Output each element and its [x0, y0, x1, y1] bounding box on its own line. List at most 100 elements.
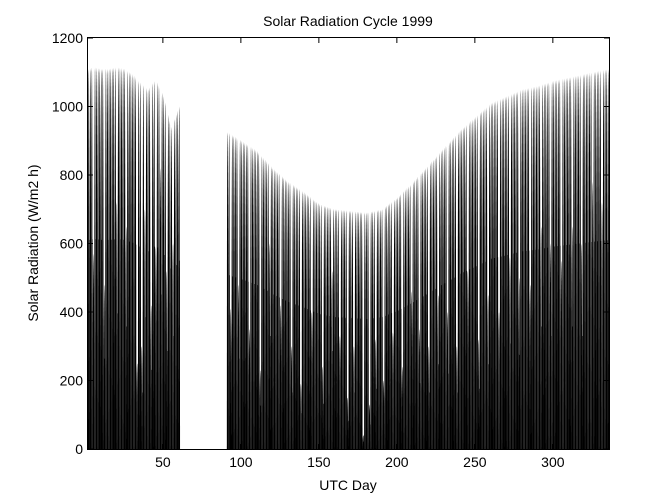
radiation-day-bar — [373, 210, 376, 449]
radiation-day-bar — [351, 211, 354, 449]
radiation-day-bar — [498, 312, 500, 449]
radiation-day-bar — [134, 77, 137, 449]
radiation-day-bar — [532, 86, 535, 449]
radiation-day-bar — [381, 209, 383, 449]
radiation-day-bar — [144, 209, 146, 449]
radiation-day-bar — [434, 157, 436, 449]
radiation-day-bar — [604, 69, 606, 450]
radiation-day-bar — [122, 68, 124, 450]
radiation-day-bar — [147, 89, 149, 449]
radiation-day-bar — [555, 80, 558, 449]
radiation-day-bar — [479, 112, 482, 449]
radiation-day-bar — [554, 80, 556, 449]
radiation-day-bar — [286, 180, 288, 450]
radiation-day-bar — [543, 83, 546, 450]
radiation-day-bar — [463, 126, 466, 450]
radiation-day-bar — [345, 210, 347, 449]
radiation-day-bar — [598, 70, 600, 449]
radiation-day-bar — [406, 188, 408, 449]
radiation-day-bar — [323, 205, 326, 449]
radiation-day-bar — [474, 116, 477, 450]
radiation-day-bar — [563, 78, 566, 449]
radiation-day-bar — [565, 78, 567, 449]
radiation-day-bar — [470, 120, 472, 449]
radiation-day-bar — [245, 143, 248, 449]
radiation-day-bar — [105, 68, 107, 449]
radiation-day-bar — [437, 294, 439, 449]
radiation-day-bar — [457, 132, 460, 449]
radiation-day-bar — [566, 77, 569, 449]
radiation-day-bar — [88, 68, 90, 449]
radiation-day-bar — [431, 161, 433, 450]
radiation-day-bar — [336, 209, 338, 449]
radiation-day-bar — [453, 137, 455, 449]
radiation-day-bar — [552, 80, 555, 449]
radiation-day-bar — [515, 92, 517, 450]
radiation-day-bar — [605, 69, 608, 449]
radiation-day-bar — [587, 73, 589, 449]
radiation-day-bar — [243, 142, 246, 449]
radiation-day-bar — [290, 346, 293, 449]
radiation-day-bar — [501, 98, 503, 449]
radiation-day-bar — [137, 80, 140, 449]
radiation-day-bar — [601, 202, 603, 449]
radiation-day-bar — [579, 74, 581, 450]
radiation-day-bar — [343, 210, 346, 449]
radiation-day-bar — [161, 92, 163, 450]
radiation-day-bar — [577, 75, 580, 450]
radiation-day-bar — [574, 76, 577, 449]
radiation-day-bar — [559, 79, 561, 449]
radiation-day-bar — [573, 76, 575, 450]
radiation-day-bar — [562, 78, 564, 449]
radiation-day-bar — [398, 195, 400, 449]
radiation-day-bar — [340, 209, 343, 449]
radiation-day-bar — [389, 203, 391, 449]
radiation-day-bar — [468, 122, 471, 449]
chart-title: Solar Radiation Cycle 1999 — [263, 13, 433, 29]
radiation-day-bar — [496, 100, 499, 450]
radiation-day-bar — [254, 149, 257, 449]
radiation-day-bar — [516, 91, 519, 450]
radiation-day-bar — [482, 109, 485, 450]
x-tick-label: 300 — [541, 454, 565, 470]
radiation-day-bar — [332, 208, 335, 449]
radiation-day-bar — [353, 346, 355, 449]
radiation-day-bar — [131, 73, 134, 450]
radiation-day-bar — [114, 67, 117, 449]
radiation-day-bar — [165, 270, 168, 449]
radiation-day-bar — [141, 346, 143, 449]
radiation-day-bar — [317, 202, 319, 449]
radiation-day-bar — [588, 72, 591, 449]
radiation-day-bar — [145, 88, 148, 449]
radiation-day-bar — [155, 246, 157, 449]
radiation-day-bar — [328, 207, 330, 449]
radiation-day-bar — [339, 335, 341, 449]
radiation-day-bar — [460, 129, 463, 450]
radiation-day-bar — [265, 161, 268, 450]
radiation-day-bar — [390, 202, 393, 449]
radiation-day-bar — [596, 71, 599, 449]
radiation-day-bar — [346, 397, 349, 449]
radiation-day-bar — [92, 253, 95, 449]
radiation-day-bar — [278, 173, 280, 449]
radiation-day-bar — [521, 89, 524, 449]
radiation-day-bar — [325, 206, 327, 449]
radiation-day-bar — [527, 88, 530, 449]
radiation-day-bar — [298, 189, 301, 450]
x-tick-label: 200 — [385, 454, 409, 470]
radiation-day-bar — [382, 380, 385, 449]
radiation-day-bar — [236, 137, 238, 450]
radiation-day-bar — [156, 82, 159, 450]
radiation-day-bar — [549, 243, 552, 449]
x-tick-label: 100 — [229, 454, 253, 470]
axes: 50 100 150 200 250 300 0 200 400 600 800 1000 1200 — [52, 30, 609, 470]
radiation-day-bar — [275, 170, 277, 449]
radiation-day-bar — [94, 67, 96, 449]
y-tick-label: 400 — [60, 304, 84, 320]
radiation-day-bar — [109, 68, 112, 450]
radiation-day-bar — [584, 73, 586, 450]
radiation-bars — [88, 67, 609, 450]
radiation-day-bar — [128, 71, 131, 449]
radiation-day-bar — [428, 346, 430, 449]
radiation-day-bar — [585, 73, 588, 450]
